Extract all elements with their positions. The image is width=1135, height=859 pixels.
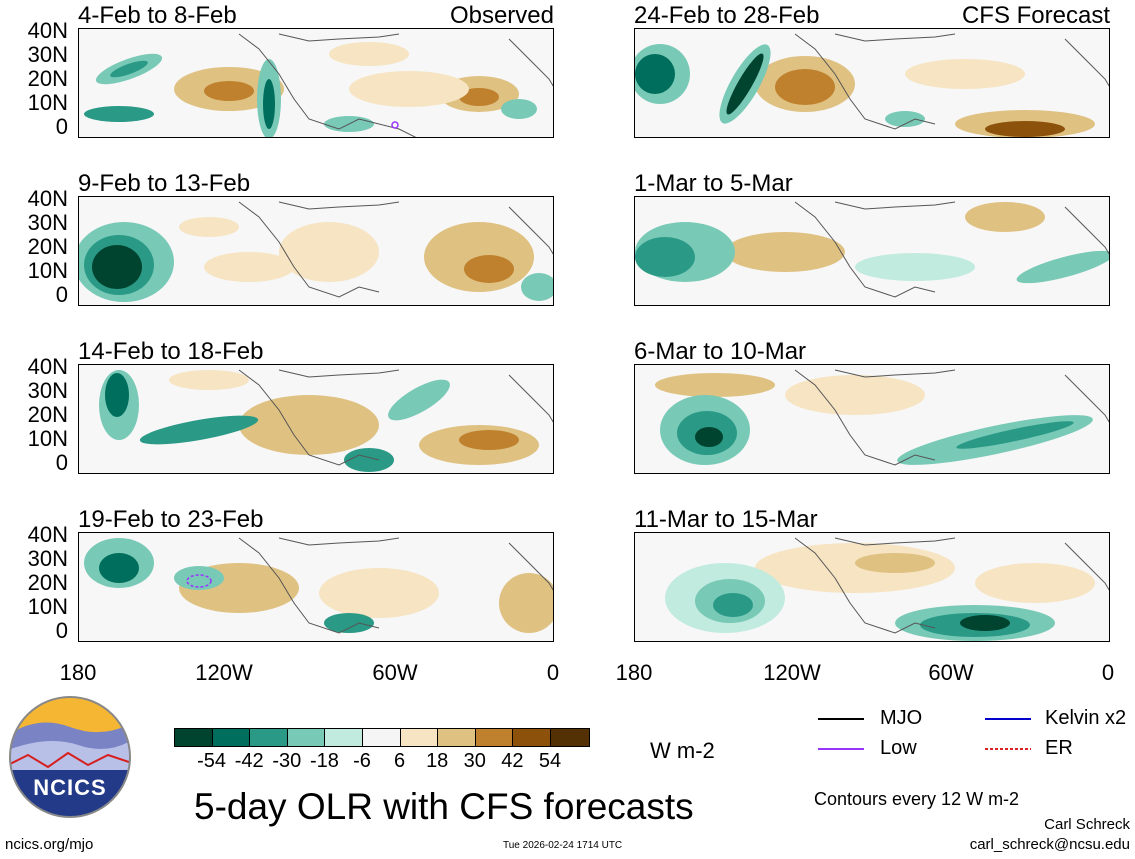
- lon-label-120w-right: 120W: [763, 660, 821, 685]
- colorbar-tick-label: 30: [463, 750, 486, 772]
- lon-label-120w-left: 120W: [195, 660, 253, 685]
- olr-map-obs-2: [79, 201, 553, 302]
- lat-label-row4-20n: 20N: [27, 570, 68, 595]
- map-panel-obs-4: [78, 532, 554, 642]
- colorbar-swatch: [475, 729, 514, 746]
- lat-label-row3-10n: 10N: [27, 426, 68, 451]
- colorbar: [174, 728, 590, 747]
- olr-map-fcst-4: [665, 537, 1109, 641]
- lat-label-row3-20n: 20N: [27, 402, 68, 427]
- map-panel-fcst-3: [634, 364, 1110, 474]
- colorbar-tick-label: -54: [197, 750, 227, 772]
- colorbar-swatch: [212, 729, 251, 746]
- lat-label-row4-0: 0: [55, 618, 68, 643]
- lon-label-60w-left: 60W: [372, 660, 418, 685]
- colorbar-swatch: [287, 729, 326, 746]
- panel-title-fcst-4: 11-Mar to 15-Mar: [634, 506, 818, 533]
- contour-interval-note: Contours every 12 W m-2: [814, 789, 1020, 809]
- observed-label: Observed: [449, 2, 554, 29]
- legend-mjo-label: MJO: [880, 707, 923, 729]
- panel-title-obs-3: 14-Feb to 18-Feb: [78, 338, 264, 365]
- lon-label-180-right: 180: [615, 660, 653, 685]
- colorbar-swatch: [250, 729, 288, 746]
- lat-label-row1-30n: 30N: [27, 42, 68, 67]
- map-panel-obs-3: [78, 364, 554, 474]
- panel-title-fcst-2: 1-Mar to 5-Mar: [634, 170, 793, 197]
- map-panel-fcst-4: [634, 532, 1110, 642]
- lon-label-0-right: 0: [1101, 660, 1115, 685]
- map-panel-fcst-2: [634, 196, 1110, 306]
- colorbar-tick-label: -18: [309, 750, 339, 772]
- olr-map-obs-3: [99, 369, 553, 472]
- lat-label-row3-30n: 30N: [27, 378, 68, 403]
- map-panel-obs-2: [78, 196, 554, 306]
- legend-low-label: Low: [880, 737, 917, 759]
- colorbar-swatch: [362, 729, 401, 746]
- ncics-logo-text: NCICS: [33, 775, 107, 800]
- ncics-logo: NCICS: [8, 695, 132, 819]
- footer-email: carl_schreck@ncsu.edu: [969, 836, 1130, 853]
- lat-label-row2-10n: 10N: [27, 258, 68, 283]
- lat-label-row2-30n: 30N: [27, 210, 68, 235]
- lat-label-row3-40n: 40N: [27, 354, 68, 379]
- colorbar-swatch: [438, 729, 476, 746]
- lon-label-180-left: 180: [59, 660, 97, 685]
- map-panel-obs-1: [78, 28, 554, 138]
- legend-mjo-line: [818, 718, 864, 720]
- panel-title-obs-2: 9-Feb to 13-Feb: [78, 170, 251, 197]
- olr-map-obs-4: [84, 537, 553, 634]
- lat-label-row1-10n: 10N: [27, 90, 68, 115]
- lat-label-row4-30n: 30N: [27, 546, 68, 571]
- colorbar-swatch: [175, 729, 213, 746]
- panel-title-obs-4: 19-Feb to 23-Feb: [78, 506, 264, 533]
- olr-map-fcst-1: [635, 33, 1109, 137]
- footer-timestamp: Tue 2026-02-24 1714 UTC: [503, 840, 623, 851]
- panel-title-fcst-1: 24-Feb to 28-Feb: [634, 2, 820, 29]
- lat-label-row4-40n: 40N: [27, 522, 68, 547]
- colorbar-units: W m-2: [650, 738, 715, 763]
- colorbar-tick-label: 54: [538, 750, 562, 772]
- colorbar-tick-label: 42: [501, 750, 524, 772]
- lat-label-row4-10n: 10N: [27, 594, 68, 619]
- lat-label-row3-0: 0: [55, 450, 68, 475]
- panel-title-obs-1: 4-Feb to 8-Feb: [78, 2, 237, 29]
- lon-label-60w-right: 60W: [928, 660, 974, 685]
- legend-kelvin-label: Kelvin x2: [1045, 707, 1127, 729]
- lat-label-row1-0: 0: [55, 114, 68, 139]
- lat-label-row2-40n: 40N: [27, 186, 68, 211]
- lat-label-row2-0: 0: [55, 282, 68, 307]
- footer-site: ncics.org/mjo: [5, 836, 94, 853]
- colorbar-swatch: [325, 729, 363, 746]
- figure-title: 5-day OLR with CFS forecasts: [194, 786, 694, 827]
- legend-low-line: [818, 748, 864, 750]
- colorbar-tick-label: -30: [272, 750, 302, 772]
- lon-label-0-left: 0: [546, 660, 560, 685]
- legend-er-label: ER: [1045, 737, 1073, 759]
- olr-map-obs-1: [84, 33, 553, 137]
- colorbar-tick-label: 6: [394, 750, 406, 772]
- map-panel-fcst-1: [634, 28, 1110, 138]
- olr-map-fcst-3: [655, 369, 1109, 466]
- lat-label-row2-20n: 20N: [27, 234, 68, 259]
- legend-er-line: [985, 748, 1031, 750]
- footer-author: Carl Schreck: [1044, 816, 1130, 833]
- colorbar-tick-label: -42: [234, 750, 264, 772]
- lat-label-row1-40n: 40N: [27, 18, 68, 43]
- legend-kelvin-line: [985, 718, 1031, 720]
- panel-title-fcst-3: 6-Mar to 10-Mar: [634, 338, 807, 365]
- colorbar-tick-label: -6: [353, 750, 371, 772]
- colorbar-swatch: [400, 729, 439, 746]
- cfs-forecast-label: CFS Forecast: [961, 2, 1110, 29]
- lat-label-row1-20n: 20N: [27, 66, 68, 91]
- colorbar-swatch: [513, 729, 551, 746]
- olr-map-fcst-2: [635, 201, 1109, 298]
- colorbar-tick-label: 18: [426, 750, 449, 772]
- colorbar-swatch: [550, 729, 589, 746]
